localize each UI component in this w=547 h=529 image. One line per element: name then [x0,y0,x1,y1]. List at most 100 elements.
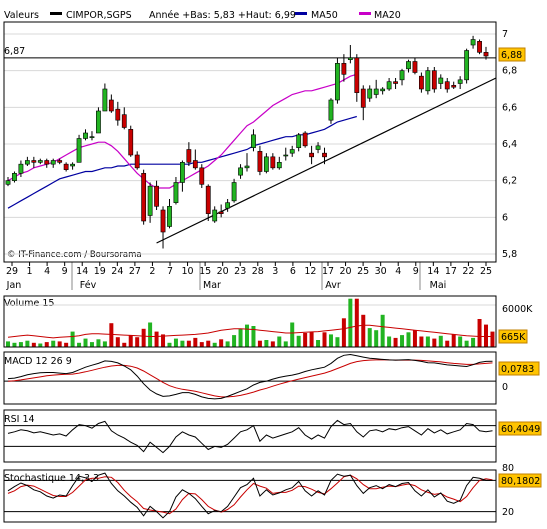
macd-axis-tick-0: 0 [502,382,508,393]
candle-body [70,163,75,167]
macd-last-value-tag: 0,0783 [498,361,540,376]
header-range-text: Année +Bas: 5,83 +Haut: 6,99 [149,10,296,21]
candle-body [147,185,153,216]
candle-body [431,70,437,90]
volume-bar [219,339,224,347]
candle-body [199,167,205,185]
volume-bar [354,298,359,347]
volume-bar [432,338,437,347]
x-axis-tick-label: 27 [129,266,141,277]
volume-bar [283,341,288,347]
candlestick [322,147,327,165]
candlestick [83,129,88,141]
volume-bar [316,340,321,347]
header-valeurs-label: Valeurs [4,10,39,21]
candle-body [76,138,82,163]
volume-bar [173,338,178,347]
volume-bar [341,318,346,347]
candle-body [141,173,147,222]
x-axis-tick-label: 29 [6,266,18,277]
x-axis-tick-label: 23 [234,266,246,277]
volume-bar [477,319,482,347]
header-symbol: CIMPOR,SGPS [66,10,132,21]
price-panel-frame [3,21,497,263]
volume-bar [83,338,88,347]
candlestick [24,156,30,166]
x-axis-tick-label: 7 [167,266,173,277]
volume-bar [361,314,366,347]
candlestick [115,101,121,126]
volume-bar [12,342,17,347]
volume-bar [128,335,133,347]
volume-bar [464,340,469,347]
candlestick [380,87,386,95]
volume-bar [270,341,275,347]
x-axis-month-label: Mai [430,280,447,291]
chart-header: Valeurs CIMPOR,SGPS Année +Bas: 5,83 +Ha… [4,10,401,21]
volume-bar [445,340,450,347]
x-axis-tick-label: 22 [462,266,474,277]
candlestick [399,68,405,86]
candlestick [347,45,353,64]
candlestick [147,182,153,223]
volume-bar [245,324,249,347]
volume-bar [367,328,372,347]
volume-bar [393,337,398,347]
volume-bar [212,342,217,347]
x-axis-tick-label: 24 [111,266,123,277]
volume-bar [31,342,36,347]
candlestick [483,46,489,60]
candle-body [393,81,398,84]
candle-body [167,206,172,227]
stochastic-axis-tick-20: 20 [502,507,514,518]
candle-body [302,132,308,147]
x-axis-tick-label: 2 [149,266,155,277]
x-axis-month-label: Jan [6,280,22,291]
candle-body [225,202,231,209]
candle-body [412,61,418,73]
candle-body [212,209,218,222]
candlestick [63,162,69,172]
candlestick [160,206,166,249]
volume-bar [348,298,353,347]
candle-body [218,211,224,214]
candle-body [121,114,127,128]
volume-bar [309,331,314,347]
svg-text:0,0783: 0,0783 [501,364,534,375]
candle-body [57,160,63,163]
volume-bar [335,337,340,347]
volume-bar [406,332,411,347]
volume-bar [451,334,456,347]
x-axis-tick-label: 28 [252,266,264,277]
candle-body [386,81,392,90]
legend-ma50-label: MA50 [311,10,338,21]
candlestick [302,131,308,148]
candle-body [270,156,276,169]
candle-body [470,39,476,46]
x-axis-tick-label: 9 [62,266,68,277]
candle-body [173,182,179,203]
candlestick [431,67,437,93]
candlestick [419,72,424,93]
svg-text:80,1802: 80,1802 [501,476,540,487]
candlestick [283,147,289,161]
candlestick [231,178,237,203]
candlestick [425,67,431,95]
rsi-line [7,419,493,454]
x-axis-tick-label: 12 [304,266,316,277]
x-axis-tick-label: 17 [322,266,334,277]
candlestick [141,169,147,225]
rsi-panel-title: RSI 14 [4,414,35,425]
candle-body [289,149,295,154]
volume-ma-line [7,324,493,339]
macd-panel-frame [3,351,497,405]
volume-panel-title: Volume 15 [4,298,54,309]
x-axis-tick-label: 19 [94,266,106,277]
candle-body [276,162,282,169]
candle-body [354,57,360,93]
candlestick [225,199,231,212]
candlestick [444,78,450,93]
legend-price-swatch [50,12,62,15]
candle-body [231,182,237,202]
volume-bar [180,340,185,347]
